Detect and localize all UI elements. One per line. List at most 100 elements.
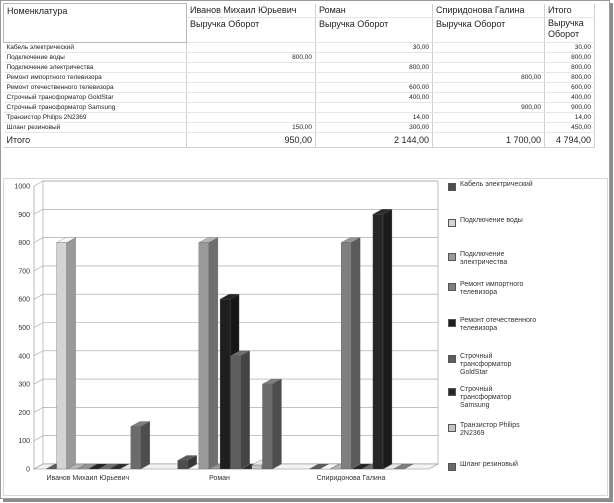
legend-swatch <box>448 253 456 261</box>
row-item-name[interactable]: Шланг резиновый <box>3 122 187 133</box>
header-row: Номенклатура Иванов Михаил Юрьевич Роман… <box>3 3 595 43</box>
row-value-cell[interactable]: 14,00 <box>544 112 595 123</box>
row-value-cell[interactable] <box>315 72 433 83</box>
revenue-chart: 0 100 200 300 400 500 600 700 800 900 1000 Иванов М… <box>3 178 608 496</box>
row-value-cell[interactable]: 900,00 <box>544 102 595 113</box>
row-value-cell[interactable] <box>315 52 433 63</box>
legend-label: Ремонт импортного телевизора <box>460 281 524 296</box>
legend-label: Подключение электричества <box>460 251 508 266</box>
legend-swatch <box>448 283 456 291</box>
table-row[interactable]: Подключение электричества 800,00 800,00 <box>3 62 595 73</box>
row-value-cell[interactable]: 300,00 <box>315 122 433 133</box>
legend-label: Ремонт отечественного телевизора <box>460 317 537 332</box>
legend-swatch <box>448 355 456 363</box>
column-header-roman[interactable]: Роман <box>315 3 433 18</box>
column-header-total[interactable]: Итого <box>544 3 595 18</box>
row-value-cell[interactable] <box>186 42 316 53</box>
column-header-spiridonova[interactable]: Спиридонова Галина <box>432 3 545 18</box>
row-value-cell[interactable] <box>186 62 316 73</box>
row-value-cell[interactable]: 800,00 <box>544 62 595 73</box>
row-value-cell[interactable] <box>186 92 316 103</box>
table-row[interactable]: Ремонт импортного телевизора 800,00 800,00 <box>3 72 595 83</box>
row-value-cell[interactable]: 600,00 <box>544 82 595 93</box>
table-row[interactable]: Транзистор Philips 2N2369 14,00 14,00 <box>3 112 595 123</box>
row-value-cell[interactable]: 600,00 <box>315 82 433 93</box>
row-item-name[interactable]: Кабель электрический <box>3 42 187 53</box>
row-value-cell[interactable]: 900,00 <box>432 102 545 113</box>
row-value-cell[interactable]: 14,00 <box>315 112 433 123</box>
row-value-cell[interactable]: 30,00 <box>544 42 595 53</box>
gridline <box>33 322 438 328</box>
row-value-cell[interactable]: 800,00 <box>315 62 433 73</box>
gridline <box>33 293 438 300</box>
x-category-label: Иванов Михаил Юрьевич <box>46 475 129 482</box>
row-value-cell[interactable] <box>432 122 545 133</box>
row-value-cell[interactable]: 150,00 <box>186 122 316 133</box>
row-value-cell[interactable]: 30,00 <box>315 42 433 53</box>
row-value-cell[interactable]: 800,00 <box>186 52 316 63</box>
row-value-cell[interactable] <box>315 102 433 113</box>
legend-label: Транзистор Philips 2N2369 <box>460 422 520 437</box>
row-value-cell[interactable]: 400,00 <box>315 92 433 103</box>
chart-bar <box>87 463 108 470</box>
total-row: Итого 950,00 2 144,00 1 700,00 4 794,00 <box>3 132 595 148</box>
chart-bar <box>351 463 372 470</box>
y-tick-label: 0 <box>26 467 30 474</box>
legend-label: Кабель электрический <box>460 181 533 188</box>
subheader-total: Выручка Оборот <box>544 17 595 43</box>
row-value-cell[interactable] <box>432 82 545 93</box>
report-table: Номенклатура Иванов Михаил Юрьевич Роман… <box>3 3 595 148</box>
row-item-name[interactable]: Ремонт импортного телевизора <box>3 72 187 83</box>
row-item-name[interactable]: Транзистор Philips 2N2369 <box>3 112 187 123</box>
gridline <box>33 180 438 187</box>
row-item-name[interactable]: Ремонт отечественного телевизора <box>3 82 187 93</box>
x-category-label: Роман <box>209 475 230 482</box>
column-header-nomenclature[interactable]: Номенклатура <box>3 3 187 43</box>
chart-bar <box>77 463 98 470</box>
table-row[interactable]: Строчный трансформатор GoldStar 400,00 400… <box>3 92 595 103</box>
row-value-cell[interactable] <box>186 72 316 83</box>
row-value-cell[interactable] <box>432 92 545 103</box>
chart-bar <box>393 463 414 470</box>
table-row[interactable]: Подключение воды 800,00 800,00 <box>3 52 595 63</box>
row-item-name[interactable]: Строчный трансформатор Samsung <box>3 102 187 113</box>
row-value-cell[interactable]: 450,00 <box>544 122 595 133</box>
row-item-name[interactable]: Подключение воды <box>3 52 187 63</box>
table-row[interactable]: Шланг резиновый 150,00 300,00 450,00 <box>3 122 595 133</box>
legend-label: Строчный трансформатор Samsung <box>460 386 512 409</box>
column-header-ivanov[interactable]: Иванов Михаил Юрьевич <box>186 3 316 18</box>
gridline <box>33 350 438 357</box>
total-value-cell: 1 700,00 <box>432 132 545 148</box>
table-row[interactable]: Кабель электрический 30,00 30,00 <box>3 42 595 53</box>
legend-item: Строчный трансформатор GoldStar <box>448 353 540 377</box>
table-row[interactable]: Строчный трансформатор Samsung 900,00 900,… <box>3 102 595 113</box>
row-value-cell[interactable] <box>432 112 545 123</box>
legend-item: Подключение воды <box>448 217 540 227</box>
legend-swatch <box>448 183 456 191</box>
row-value-cell[interactable] <box>186 82 316 93</box>
y-tick-label: 700 <box>18 268 30 275</box>
row-value-cell[interactable]: 800,00 <box>544 72 595 83</box>
subheader-roman: Выручка Оборот <box>315 17 433 43</box>
row-value-cell[interactable] <box>432 42 545 53</box>
row-value-cell[interactable]: 400,00 <box>544 92 595 103</box>
chart-bar <box>340 237 361 470</box>
legend-item: Кабель электрический <box>448 181 540 191</box>
row-value-cell[interactable] <box>432 62 545 73</box>
row-value-cell[interactable] <box>186 102 316 113</box>
y-tick-label: 500 <box>18 325 30 332</box>
y-tick-label: 800 <box>18 240 30 247</box>
legend-swatch <box>448 463 456 471</box>
row-value-cell[interactable]: 800,00 <box>432 72 545 83</box>
gridline <box>33 208 438 215</box>
row-item-name[interactable]: Подключение электричества <box>3 62 187 73</box>
row-value-cell[interactable]: 800,00 <box>544 52 595 63</box>
y-tick-label: 200 <box>18 410 30 417</box>
subheader-row: Выручка Оборот Выручка Оборот Выручка Об… <box>4 17 595 43</box>
subheader-ivanov: Выручка Оборот <box>186 17 316 43</box>
row-value-cell[interactable] <box>432 52 545 63</box>
legend-swatch <box>448 319 456 327</box>
table-row[interactable]: Ремонт отечественного телевизора 600,00 60… <box>3 82 595 93</box>
row-item-name[interactable]: Строчный трансформатор GoldStar <box>3 92 187 103</box>
row-value-cell[interactable] <box>186 112 316 123</box>
